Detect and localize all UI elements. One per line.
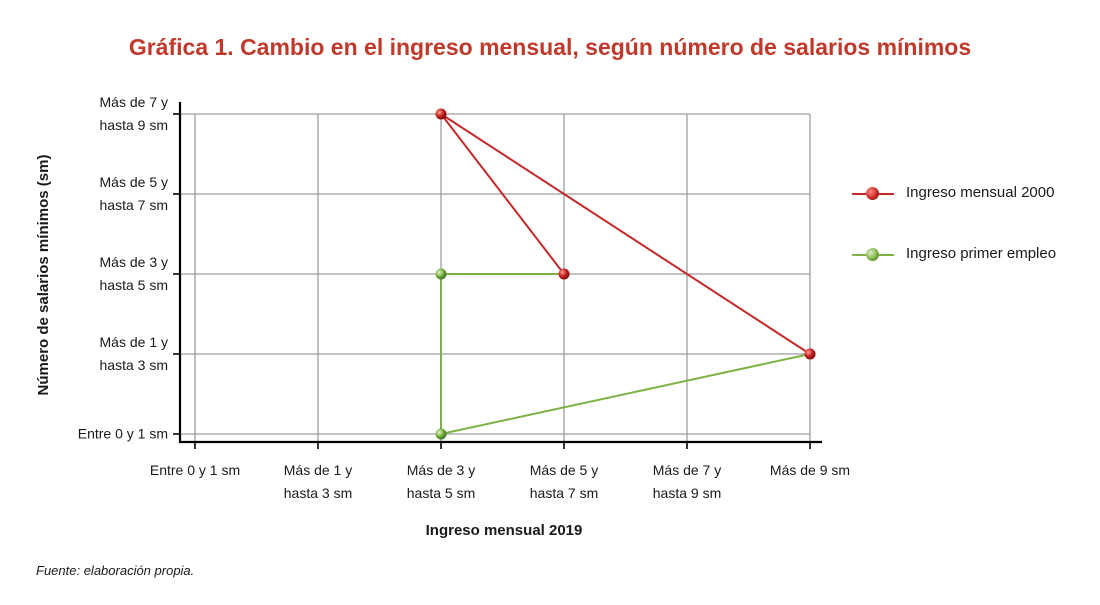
y-tick-label: Más de 7 y hasta 9 sm bbox=[99, 94, 168, 133]
x-tick-label: Más de 9 sm bbox=[769, 462, 851, 478]
legend-marker-icon bbox=[866, 187, 879, 200]
x-tick-label: Más de 3 y hasta 5 sm bbox=[406, 462, 476, 501]
legend-marker-icon bbox=[866, 248, 879, 261]
series-points bbox=[435, 108, 816, 440]
y-tick-label: Más de 5 y hasta 7 sm bbox=[99, 174, 168, 213]
data-point bbox=[435, 428, 447, 440]
data-point bbox=[804, 348, 816, 360]
y-tick-label: Más de 3 y hasta 5 sm bbox=[99, 254, 168, 293]
legend-label: Ingreso mensual 2000 bbox=[906, 184, 1055, 201]
data-point bbox=[435, 108, 447, 120]
x-tick-label: Entre 0 y 1 sm bbox=[149, 462, 241, 478]
x-axis-label: Ingreso mensual 2019 bbox=[425, 522, 583, 539]
y-tick-label: Entre 0 y 1 sm bbox=[77, 425, 168, 442]
series-segment bbox=[440, 353, 811, 435]
series-lines bbox=[440, 113, 811, 435]
grid-lines bbox=[180, 113, 811, 442]
data-point bbox=[558, 268, 570, 280]
source-note: Fuente: elaboración propia. bbox=[36, 563, 195, 578]
series-segment bbox=[440, 113, 811, 355]
legend-label: Ingreso primer empleo bbox=[906, 245, 1057, 262]
series-segment bbox=[440, 113, 565, 275]
x-tick-label: Más de 5 y hasta 7 sm bbox=[529, 462, 599, 501]
data-point bbox=[435, 268, 447, 280]
axes bbox=[173, 102, 822, 449]
chart-title: Gráfica 1. Cambio en el ingreso mensual,… bbox=[128, 34, 972, 60]
x-tick-label: Más de 1 y hasta 3 sm bbox=[283, 462, 353, 501]
y-tick-label: Más de 1 y hasta 3 sm bbox=[99, 334, 168, 373]
x-tick-label: Más de 7 y hasta 9 sm bbox=[652, 462, 722, 501]
